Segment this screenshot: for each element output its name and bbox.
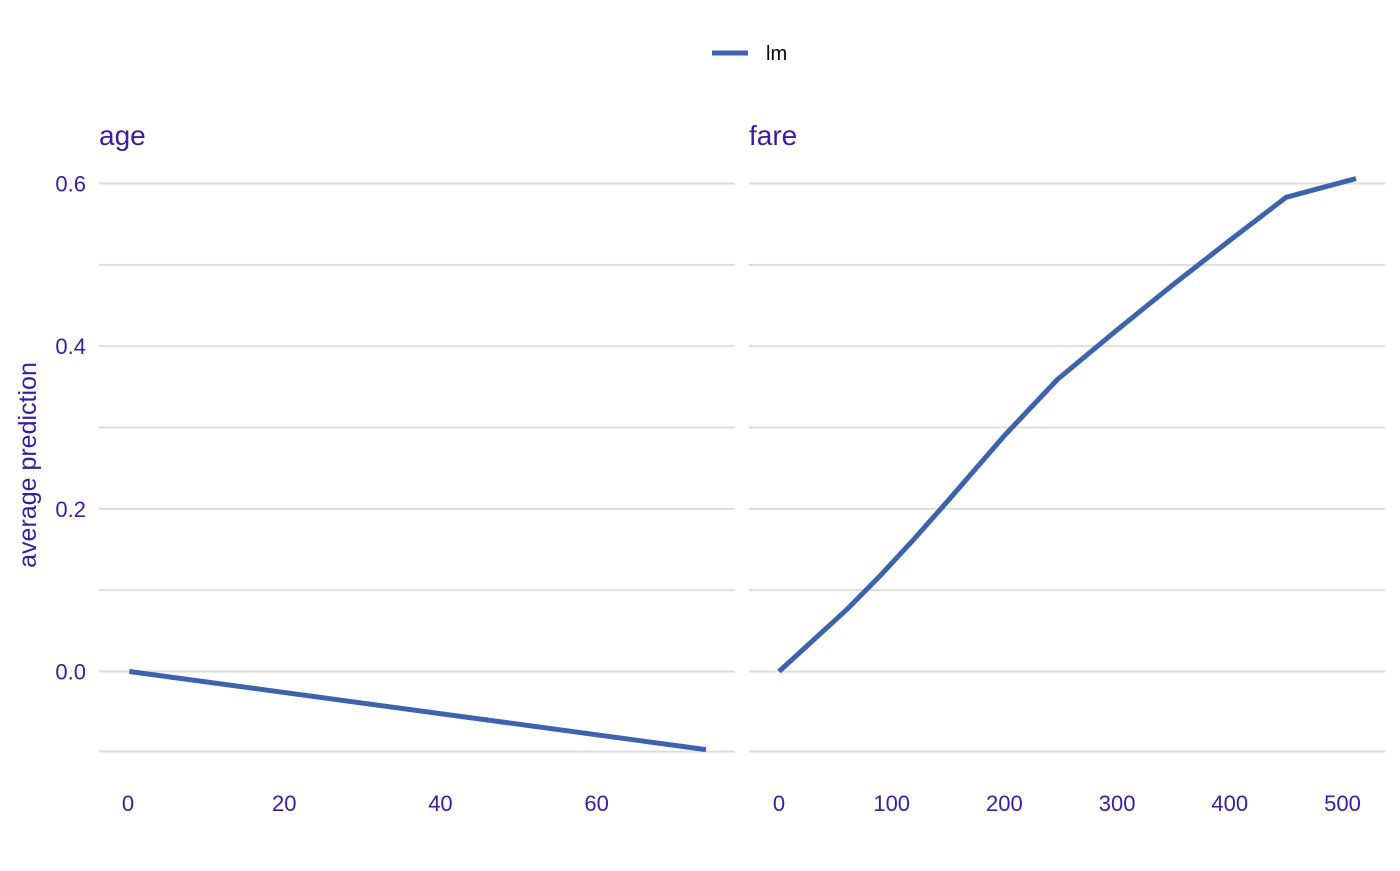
x-tick-label: 100	[873, 791, 910, 816]
x-tick-labels: 0 100 200 300 400 500	[773, 791, 1361, 816]
x-tick-label: 0	[773, 791, 785, 816]
x-tick-label: 0	[122, 791, 134, 816]
facet-title-fare: fare	[749, 120, 797, 151]
facet-age: age 0 20 40 60	[99, 120, 735, 816]
legend-label-lm: lm	[766, 43, 787, 65]
y-tick-labels: 0.0 0.2 0.4 0.6	[55, 172, 86, 685]
y-tick-label: 0.6	[55, 172, 86, 197]
y-tick-label: 0.2	[55, 497, 86, 522]
y-tick-label: 0.4	[55, 334, 86, 359]
x-tick-label: 200	[986, 791, 1023, 816]
y-tick-label: 0.0	[55, 660, 86, 685]
grid-lines	[99, 182, 735, 753]
x-tick-label: 300	[1099, 791, 1136, 816]
x-tick-labels: 0 20 40 60	[122, 791, 609, 816]
grid-lines	[749, 182, 1385, 753]
series-line-lm-fare	[777, 176, 1357, 674]
x-tick-label: 400	[1211, 791, 1248, 816]
series-line-lm-age	[128, 669, 707, 753]
legend: lm	[712, 43, 787, 65]
x-tick-label: 20	[272, 791, 296, 816]
facet-title-age: age	[99, 120, 146, 151]
facet-fare: fare 0 100 200 300 400 500	[749, 120, 1385, 816]
y-axis-title: average prediction	[14, 362, 42, 568]
x-tick-label: 40	[428, 791, 452, 816]
x-tick-label: 500	[1324, 791, 1361, 816]
x-tick-label: 60	[584, 791, 608, 816]
